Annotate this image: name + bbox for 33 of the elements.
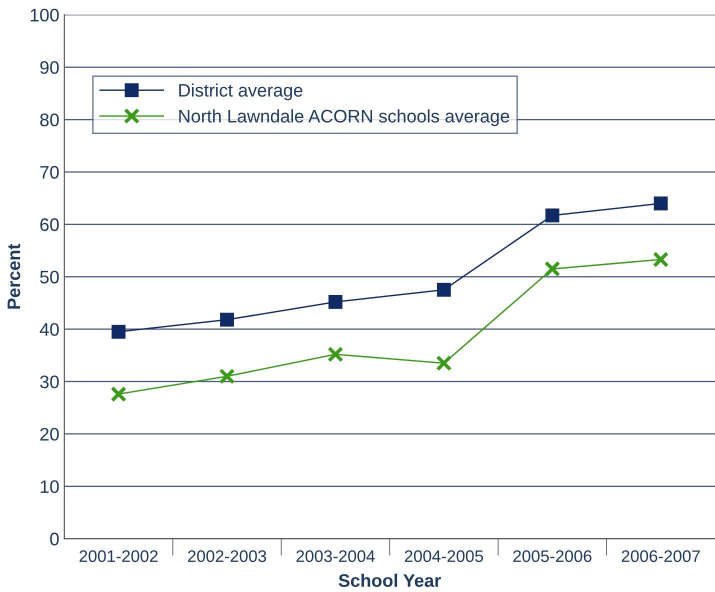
y-tick-label: 80: [40, 114, 59, 126]
point: [220, 312, 234, 327]
x-tick-label: 2004-2005: [404, 550, 484, 562]
point: [654, 196, 668, 210]
y-tick-label: 90: [40, 61, 59, 74]
y-tick-label: 30: [40, 375, 59, 388]
y-tick-label: 70: [40, 166, 59, 179]
point: [544, 260, 560, 277]
point: [436, 355, 452, 372]
point: [219, 368, 235, 384]
y-axis-title: Percent: [8, 244, 20, 309]
x-tick-label: 2005-2006: [513, 550, 592, 562]
point: [328, 294, 342, 309]
point: [545, 208, 560, 222]
x-tick-label: 2003-2004: [296, 550, 375, 562]
y-tick-label: 50: [40, 270, 59, 284]
legend-label: North Lawndale ACORN schools average: [179, 109, 510, 126]
y-tick-label: 40: [40, 323, 59, 336]
y-tick-label: 60: [40, 218, 59, 232]
x-tick-label: 2001-2002: [80, 550, 158, 562]
y-tick-label: 20: [40, 428, 59, 441]
point: [110, 386, 127, 402]
y-tick-label: 10: [40, 480, 59, 494]
y-tick-label: 0: [50, 532, 59, 546]
legend-label: District average: [179, 83, 302, 100]
x-tick-label: 2006-2007: [622, 550, 700, 562]
point: [327, 346, 344, 362]
y-tick-label: 100: [30, 8, 59, 22]
x-axis-title: School Year: [338, 574, 441, 587]
point: [652, 251, 669, 268]
x-tick-label: 2002-2003: [188, 550, 266, 562]
point: [436, 282, 451, 297]
point: [112, 324, 126, 339]
